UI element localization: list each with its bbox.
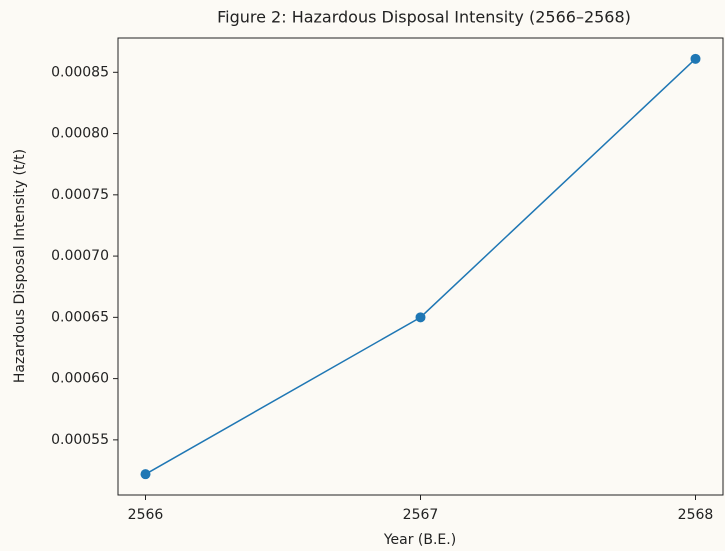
x-tick-label: 2567 [403,507,439,523]
y-tick-label: 0.00055 [51,432,109,448]
y-axis-label: Hazardous Disposal Intensity (t/t) [12,149,28,383]
marker [690,53,701,64]
y-tick-label: 0.00070 [51,248,109,264]
marker [140,469,151,480]
x-tick-label: 2566 [128,507,164,523]
y-tick-label: 0.00080 [51,126,109,142]
chart-title: Figure 2: Hazardous Disposal Intensity (… [217,8,631,27]
plot-frame [117,37,724,496]
y-tick-label: 0.00060 [51,371,109,387]
marker [415,312,426,323]
y-tick-label: 0.00065 [51,309,109,325]
x-tick-label: 2568 [678,507,714,523]
y-tick-label: 0.00075 [51,187,109,203]
y-tick-label: 0.00085 [51,64,109,80]
x-axis-label: Year (B.E.) [383,532,456,548]
line [145,58,697,475]
